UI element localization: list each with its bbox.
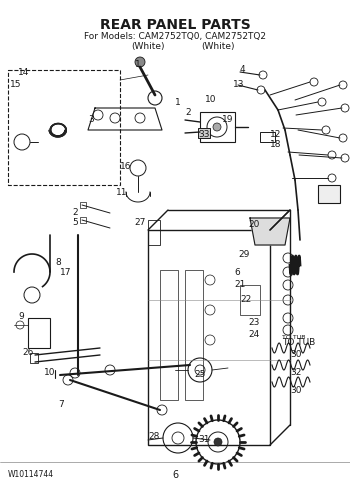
Text: 9: 9 <box>18 312 24 321</box>
Text: 6: 6 <box>172 470 178 480</box>
Text: 23: 23 <box>248 318 259 327</box>
Polygon shape <box>250 218 290 245</box>
Bar <box>30 353 38 363</box>
Text: For Models: CAM2752TQ0, CAM2752TQ2: For Models: CAM2752TQ0, CAM2752TQ2 <box>84 32 266 41</box>
Text: 6: 6 <box>234 268 240 277</box>
Text: 15: 15 <box>10 80 21 89</box>
Circle shape <box>135 57 145 67</box>
Text: 13: 13 <box>233 80 245 89</box>
Text: 24: 24 <box>248 330 259 339</box>
Text: 27: 27 <box>134 218 145 227</box>
Text: 8: 8 <box>55 258 61 267</box>
Text: 31: 31 <box>198 435 210 444</box>
Circle shape <box>213 123 221 131</box>
Text: 11: 11 <box>116 188 127 197</box>
Bar <box>80 217 86 223</box>
Text: 19: 19 <box>222 115 233 124</box>
Bar <box>318 185 340 203</box>
Bar <box>8 70 120 185</box>
Text: TO TUB: TO TUB <box>282 335 306 340</box>
Text: 21: 21 <box>234 280 245 289</box>
Text: 12: 12 <box>270 130 281 139</box>
Text: W10114744: W10114744 <box>8 470 54 479</box>
Bar <box>200 112 235 142</box>
Text: 22: 22 <box>240 295 251 304</box>
Text: 3: 3 <box>88 115 94 124</box>
Text: 1: 1 <box>135 60 141 69</box>
Text: 4: 4 <box>240 65 246 74</box>
Bar <box>185 270 203 400</box>
Text: 28: 28 <box>148 432 159 441</box>
Text: REAR PANEL PARTS: REAR PANEL PARTS <box>100 18 250 32</box>
Text: 30: 30 <box>290 386 301 395</box>
Text: 32: 32 <box>290 368 301 377</box>
Text: 2: 2 <box>185 108 191 117</box>
Text: 7: 7 <box>58 400 64 409</box>
Bar <box>198 128 210 138</box>
Text: 26: 26 <box>22 348 33 357</box>
Bar <box>148 220 160 245</box>
Text: 29: 29 <box>238 250 249 259</box>
Text: 17: 17 <box>60 268 71 277</box>
Text: 10: 10 <box>44 368 56 377</box>
Text: 10: 10 <box>205 95 217 104</box>
Text: 2: 2 <box>72 208 78 217</box>
Text: 16: 16 <box>120 162 132 171</box>
Bar <box>260 132 275 142</box>
Text: 30: 30 <box>290 350 301 359</box>
Text: 5: 5 <box>72 218 78 227</box>
Text: (White): (White) <box>131 42 165 51</box>
Bar <box>240 285 260 315</box>
Circle shape <box>214 438 222 446</box>
Text: TO TUB: TO TUB <box>282 338 315 347</box>
Text: (White): (White) <box>201 42 235 51</box>
Bar <box>28 318 50 348</box>
Text: 20: 20 <box>248 220 259 229</box>
Text: 18: 18 <box>270 140 281 149</box>
Bar <box>160 270 178 400</box>
Text: 1: 1 <box>175 98 181 107</box>
Bar <box>148 230 270 445</box>
Text: 14: 14 <box>18 68 29 77</box>
Text: 25: 25 <box>194 370 205 379</box>
Bar <box>80 202 86 208</box>
Text: 33: 33 <box>198 130 210 139</box>
